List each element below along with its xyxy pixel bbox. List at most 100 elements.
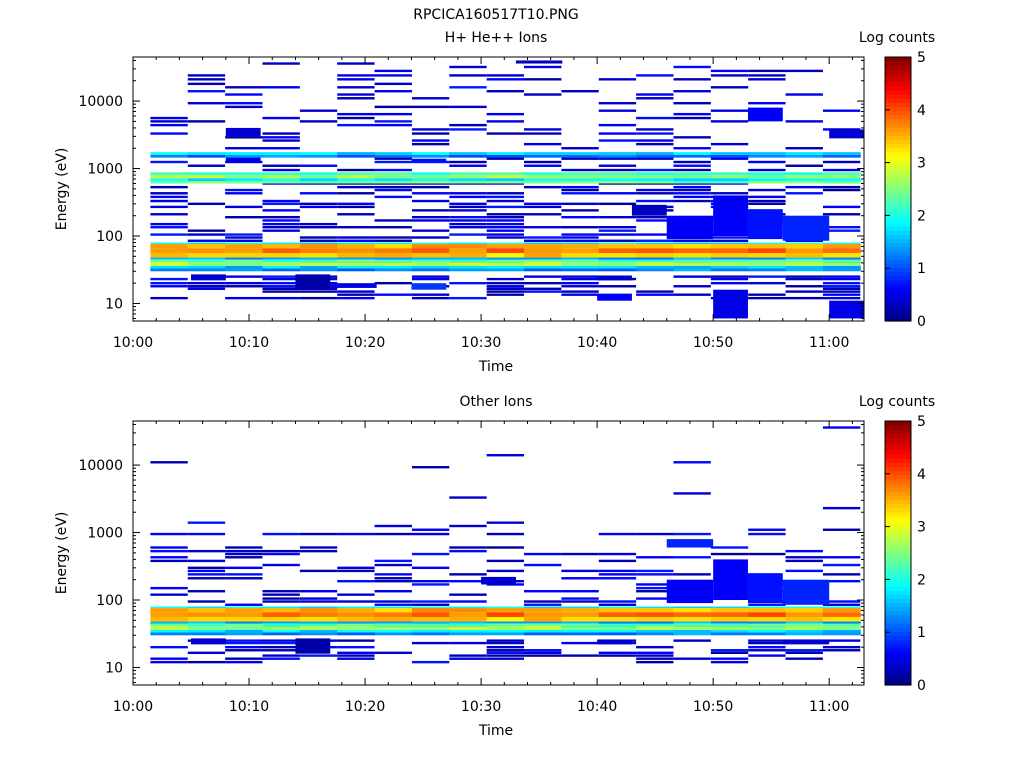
heatmap-band-cell — [225, 629, 263, 633]
heatmap-band-cell — [710, 265, 749, 269]
heatmap-band-cell — [337, 181, 376, 184]
heatmap-band-cell — [598, 172, 637, 176]
colorbar-tick-label: 0 — [917, 678, 926, 694]
heatmap-cell — [374, 281, 412, 285]
heatmap-cell — [262, 168, 300, 172]
heatmap-cell — [598, 192, 637, 195]
heatmap-cell — [449, 496, 487, 499]
heatmap-band-cell — [486, 178, 525, 182]
heatmap-cell — [748, 645, 786, 649]
heatmap-band-cell — [449, 621, 488, 624]
heatmap-band-cell — [299, 608, 338, 613]
heatmap-cell — [785, 290, 823, 293]
heatmap-cell — [150, 277, 188, 281]
heatmap-band-cell — [299, 152, 338, 155]
colorbar-segment — [885, 90, 911, 95]
heatmap-cell — [524, 93, 562, 96]
heatmap-band-cell — [524, 626, 562, 630]
heatmap-cell — [561, 281, 599, 285]
heatmap-cell — [150, 213, 188, 216]
heatmap-cell — [822, 528, 861, 531]
heatmap-cell — [299, 192, 338, 195]
heatmap-band-cell — [524, 268, 562, 272]
heatmap-band-cell — [598, 632, 637, 636]
heatmap-band-cell — [636, 608, 674, 613]
heatmap-cell — [449, 549, 487, 553]
heatmap-cell — [150, 559, 188, 563]
heatmap-cell — [225, 657, 263, 660]
heatmap-band-cell — [785, 178, 824, 182]
heatmap-cell — [524, 202, 562, 206]
colorbar-segment — [885, 197, 911, 202]
heatmap-band-cell — [785, 612, 824, 618]
heatmap-cell — [561, 185, 599, 189]
colorbar-segment — [885, 470, 911, 476]
heatmap-cell — [337, 62, 375, 65]
heatmap-cell — [187, 164, 226, 167]
heatmap-band-cell — [150, 621, 189, 624]
heatmap-cell — [262, 549, 300, 553]
heatmap-band-cell — [486, 253, 525, 258]
heatmap-band-cell — [449, 265, 488, 269]
colorbar-segment — [885, 131, 911, 136]
heatmap-cell — [710, 192, 749, 195]
heatmap-cell — [299, 290, 338, 293]
colorbar-segment — [885, 672, 911, 678]
heatmap-band-cell — [785, 623, 824, 627]
heatmap-cell — [636, 556, 674, 559]
heatmap-band-cell — [299, 259, 338, 263]
heatmap-cell — [374, 577, 412, 580]
heatmap-band-cell — [710, 608, 749, 613]
heatmap-cell — [822, 645, 861, 649]
heatmap-band-cell — [710, 172, 749, 176]
heatmap-cell — [673, 136, 711, 139]
heatmap-cell — [673, 65, 711, 69]
heatmap-cell — [449, 657, 487, 660]
heatmap-cell — [598, 164, 637, 167]
heatmap-cell — [598, 552, 637, 556]
heatmap-cell — [449, 600, 487, 603]
heatmap-band-cell — [598, 253, 637, 258]
heatmap-cell — [748, 639, 786, 642]
colorbar-segment — [885, 433, 911, 439]
heatmap-band-cell — [822, 154, 861, 158]
heatmap-band-cell — [636, 257, 674, 260]
heatmap-cell — [299, 532, 338, 536]
y-tick-label: 10000 — [78, 94, 123, 110]
heatmap-band-cell — [524, 606, 562, 609]
heatmap-band-cell — [561, 175, 600, 179]
colorbar-segment — [885, 94, 911, 99]
heatmap-cell — [748, 74, 786, 77]
colorbar-segment — [885, 643, 911, 649]
heatmap-cell — [636, 74, 674, 77]
heatmap-band-cell — [299, 244, 338, 249]
heatmap-cell — [636, 597, 674, 600]
heatmap-cell — [374, 157, 412, 160]
heatmap-cell — [486, 74, 525, 77]
heatmap-cell — [822, 213, 861, 216]
heatmap-band-cell — [262, 265, 301, 269]
heatmap-band-cell — [337, 629, 376, 633]
heatmap-band-cell — [748, 175, 787, 179]
heatmap-band-cell — [673, 178, 712, 182]
heatmap-band-cell — [561, 253, 600, 258]
colorbar-segment — [885, 664, 911, 670]
heatmap-band-cell — [785, 175, 824, 179]
y-tick-label: 1000 — [87, 162, 123, 178]
heatmap-band-cell — [337, 248, 376, 254]
heatmap-band-cell — [225, 262, 263, 266]
heatmap-cell — [822, 285, 861, 288]
heatmap-cell — [337, 78, 375, 81]
heatmap-cell — [150, 185, 188, 189]
heatmap-band-cell — [449, 268, 488, 272]
heatmap-band-cell — [636, 259, 674, 263]
heatmap-cell — [673, 461, 711, 464]
heatmap-band-cell — [561, 244, 600, 249]
heatmap-cell — [374, 580, 412, 583]
heatmap-band-cell — [524, 265, 562, 269]
heatmap-cell — [411, 128, 450, 131]
heatmap-band-cell — [636, 154, 674, 158]
heatmap-cell — [225, 275, 263, 278]
heatmap-band-cell — [673, 152, 712, 155]
colorbar-tick-label: 5 — [917, 414, 926, 430]
